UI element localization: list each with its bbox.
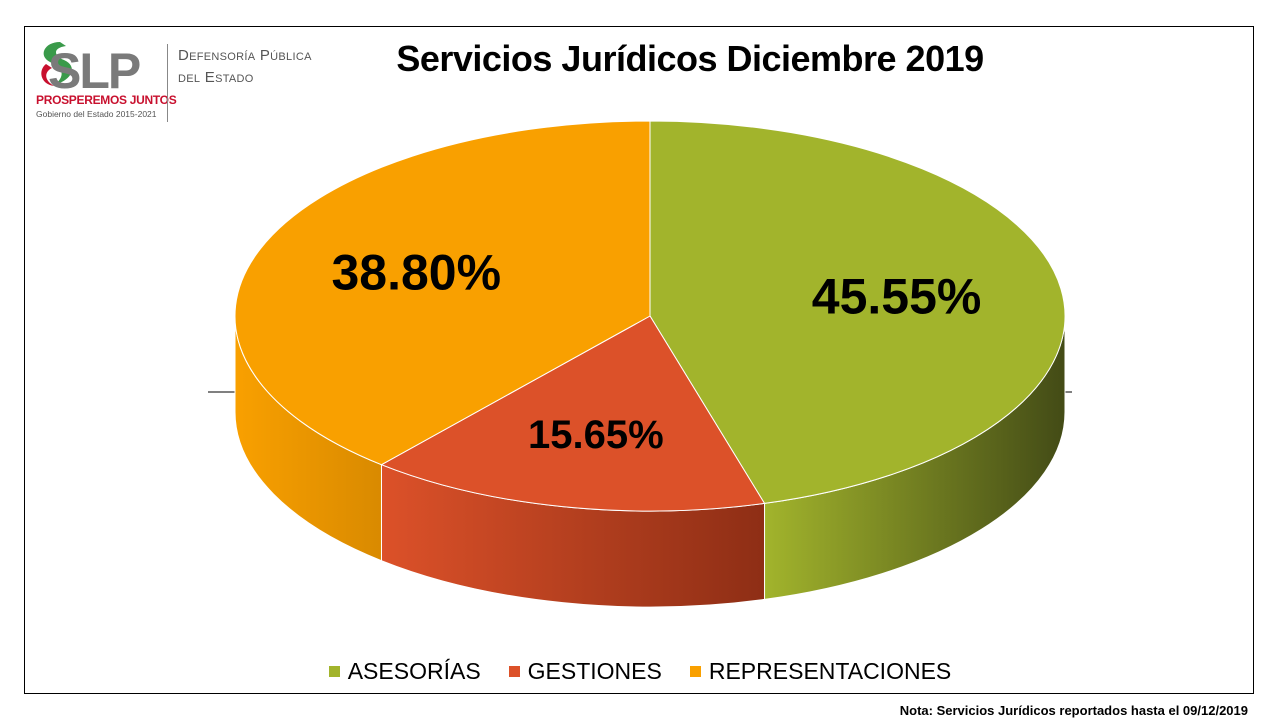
legend-label: REPRESENTACIONES [708,658,952,684]
data-label-representaciones: 38.80% [331,245,501,301]
legend-label: ASESORÍAS [347,658,481,684]
logo-motto: PROSPEREMOS JUNTOS [36,93,177,107]
data-label-asesoras: 45.55% [812,269,982,325]
legend-label: GESTIONES [527,658,662,684]
legend-item-gestiones: GESTIONES [508,658,662,685]
chart-legend: ASESORÍAS GESTIONES REPRESENTACIONES [0,658,1280,685]
legend-item-asesoras: ASESORÍAS [328,658,481,685]
legend-swatch [689,666,701,677]
logo-government: Gobierno del Estado 2015-2021 [36,109,157,119]
logo-divider [167,44,168,122]
agency-name-line1: Defensoría Pública [178,47,312,64]
pie-tops [234,120,1066,512]
logo-swirl-icon [41,42,72,86]
pie-slice-asesoras[interactable] [649,120,1066,504]
agency-name-line2: del Estado [178,69,254,86]
pie-labels: 45.55% 15.65% 38.80% [331,245,981,458]
legend-swatch [508,666,520,677]
footer-note: Nota: Servicios Jurídicos reportados has… [899,703,1248,718]
chart-title: Servicios Jurídicos Diciembre 2019 [396,38,984,79]
agency-name: Defensoría Pública del Estado [178,45,312,89]
data-label-gestiones: 15.65% [528,413,664,457]
pie-slice-gestiones[interactable] [380,315,766,512]
slide-frame [24,26,1254,694]
legend-swatch [328,666,340,677]
logo-mark: SLP [48,43,141,99]
pie-slice-representaciones[interactable] [234,120,651,466]
legend-item-representaciones: REPRESENTACIONES [689,658,952,685]
